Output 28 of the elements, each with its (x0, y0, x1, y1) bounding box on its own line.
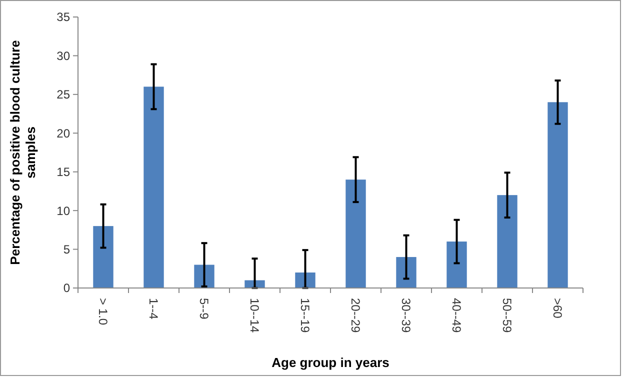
bar (144, 86, 164, 288)
bar (446, 242, 467, 288)
x-tick-label: 20--29 (348, 298, 363, 334)
y-axis-title: Percentage of positive blood culture samples (7, 40, 38, 265)
y-tick-label: 5 (63, 242, 70, 256)
bar (194, 264, 214, 288)
x-tick-label: > 1.0 (96, 298, 110, 326)
x-tick-label: 10--14 (248, 298, 262, 334)
x-tick-label: 50--59 (500, 298, 514, 334)
x-tick-label: 1--4 (146, 298, 161, 320)
bar (548, 102, 568, 288)
x-tick-label: 40--49 (450, 298, 464, 334)
y-tick-label: 10 (56, 204, 70, 218)
x-tick-label: 5--9 (197, 298, 212, 320)
y-tick-label: 25 (56, 88, 70, 102)
x-tick-label: 30--39 (399, 298, 414, 334)
bar (346, 180, 366, 288)
y-tick-label: 20 (56, 126, 70, 140)
x-tick-label: >60 (550, 298, 565, 319)
y-tick-label: 35 (56, 10, 70, 24)
x-axis-title: Age group in years (272, 355, 390, 370)
bar (93, 226, 114, 288)
bar (497, 195, 518, 288)
y-tick-label: 30 (56, 48, 70, 63)
y-tick-label: 0 (63, 281, 70, 296)
bar (396, 257, 416, 288)
x-tick-label: 15--19 (298, 298, 312, 334)
y-tick-label: 15 (56, 165, 70, 180)
